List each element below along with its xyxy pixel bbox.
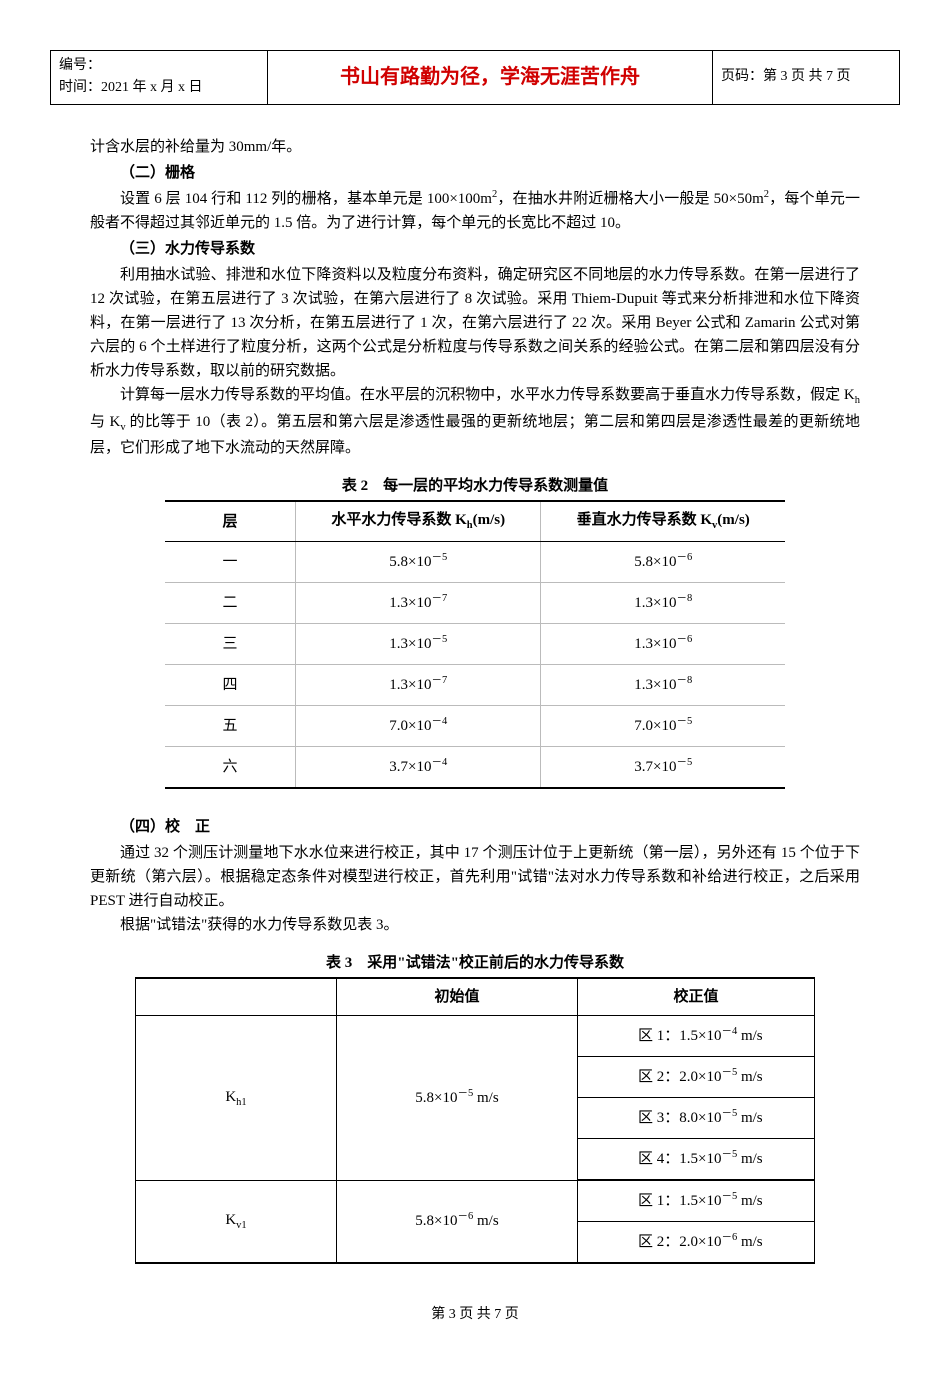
para-1: 设置 6 层 104 行和 112 列的栅格，基本单元是 100×100m2，在… <box>90 187 860 235</box>
table-row: 六3.7×10－43.7×10－5 <box>165 747 785 789</box>
header-left: 编号： 时间：2021 年 x 月 x 日 <box>51 51 268 105</box>
table-row: 三1.3×10－51.3×10－6 <box>165 624 785 665</box>
para-5: 根据"试错法"获得的水力传导系数见表 3。 <box>90 913 860 937</box>
page-footer: 第 3 页 共 7 页 <box>50 1304 900 1326</box>
doc-date: 时间：2021 年 x 月 x 日 <box>59 77 259 99</box>
table-row: Kh1 5.8×10－5 m/s 区 1：1.5×10－4 m/s <box>136 1016 815 1057</box>
header-page: 页码：第 3 页 共 7 页 <box>713 51 900 105</box>
table-row: 五7.0×10－47.0×10－5 <box>165 706 785 747</box>
t3-col2: 初始值 <box>337 978 578 1016</box>
section-4-title: （四）校 正 <box>90 815 860 839</box>
page-header: 编号： 时间：2021 年 x 月 x 日 书山有路勤为径，学海无涯苦作舟 页码… <box>50 50 900 105</box>
para-2: 利用抽水试验、排泄和水位下降资料以及粒度分布资料，确定研究区不同地层的水力传导系… <box>90 263 860 383</box>
table-3: 初始值 校正值 Kh1 5.8×10－5 m/s 区 1：1.5×10－4 m/… <box>135 977 815 1264</box>
table-row: 四1.3×10－71.3×10－8 <box>165 665 785 706</box>
body-content: 计含水层的补给量为 30mm/年。 （二）栅格 设置 6 层 104 行和 11… <box>50 135 900 1264</box>
section-2-title: （二）栅格 <box>90 161 860 185</box>
para-0: 计含水层的补给量为 30mm/年。 <box>90 135 860 159</box>
table-row: Kv1 5.8×10－6 m/s 区 1：1.5×10－5 m/s <box>136 1180 815 1222</box>
t2-col1: 层 <box>165 501 296 541</box>
para-4: 通过 32 个测压计测量地下水水位来进行校正，其中 17 个测压计位于上更新统（… <box>90 841 860 913</box>
table-row: 一5.8×10－55.8×10－6 <box>165 542 785 583</box>
t3-col3: 校正值 <box>578 978 815 1016</box>
t2-col2: 水平水力传导系数 Kh(m/s) <box>296 501 541 541</box>
header-title: 书山有路勤为径，学海无涯苦作舟 <box>268 51 713 105</box>
table-row: 二1.3×10－71.3×10－8 <box>165 583 785 624</box>
para-3: 计算每一层水力传导系数的平均值。在水平层的沉积物中，水平水力传导系数要高于垂直水… <box>90 383 860 461</box>
doc-number: 编号： <box>59 55 259 77</box>
table2-caption: 表 2 每一层的平均水力传导系数测量值 <box>90 474 860 498</box>
table3-caption: 表 3 采用"试错法"校正前后的水力传导系数 <box>90 951 860 975</box>
t2-col3: 垂直水力传导系数 Kv(m/s) <box>541 501 785 541</box>
table-2: 层 水平水力传导系数 Kh(m/s) 垂直水力传导系数 Kv(m/s) 一5.8… <box>165 500 785 789</box>
section-3-title: （三）水力传导系数 <box>90 237 860 261</box>
t3-col1 <box>136 978 337 1016</box>
